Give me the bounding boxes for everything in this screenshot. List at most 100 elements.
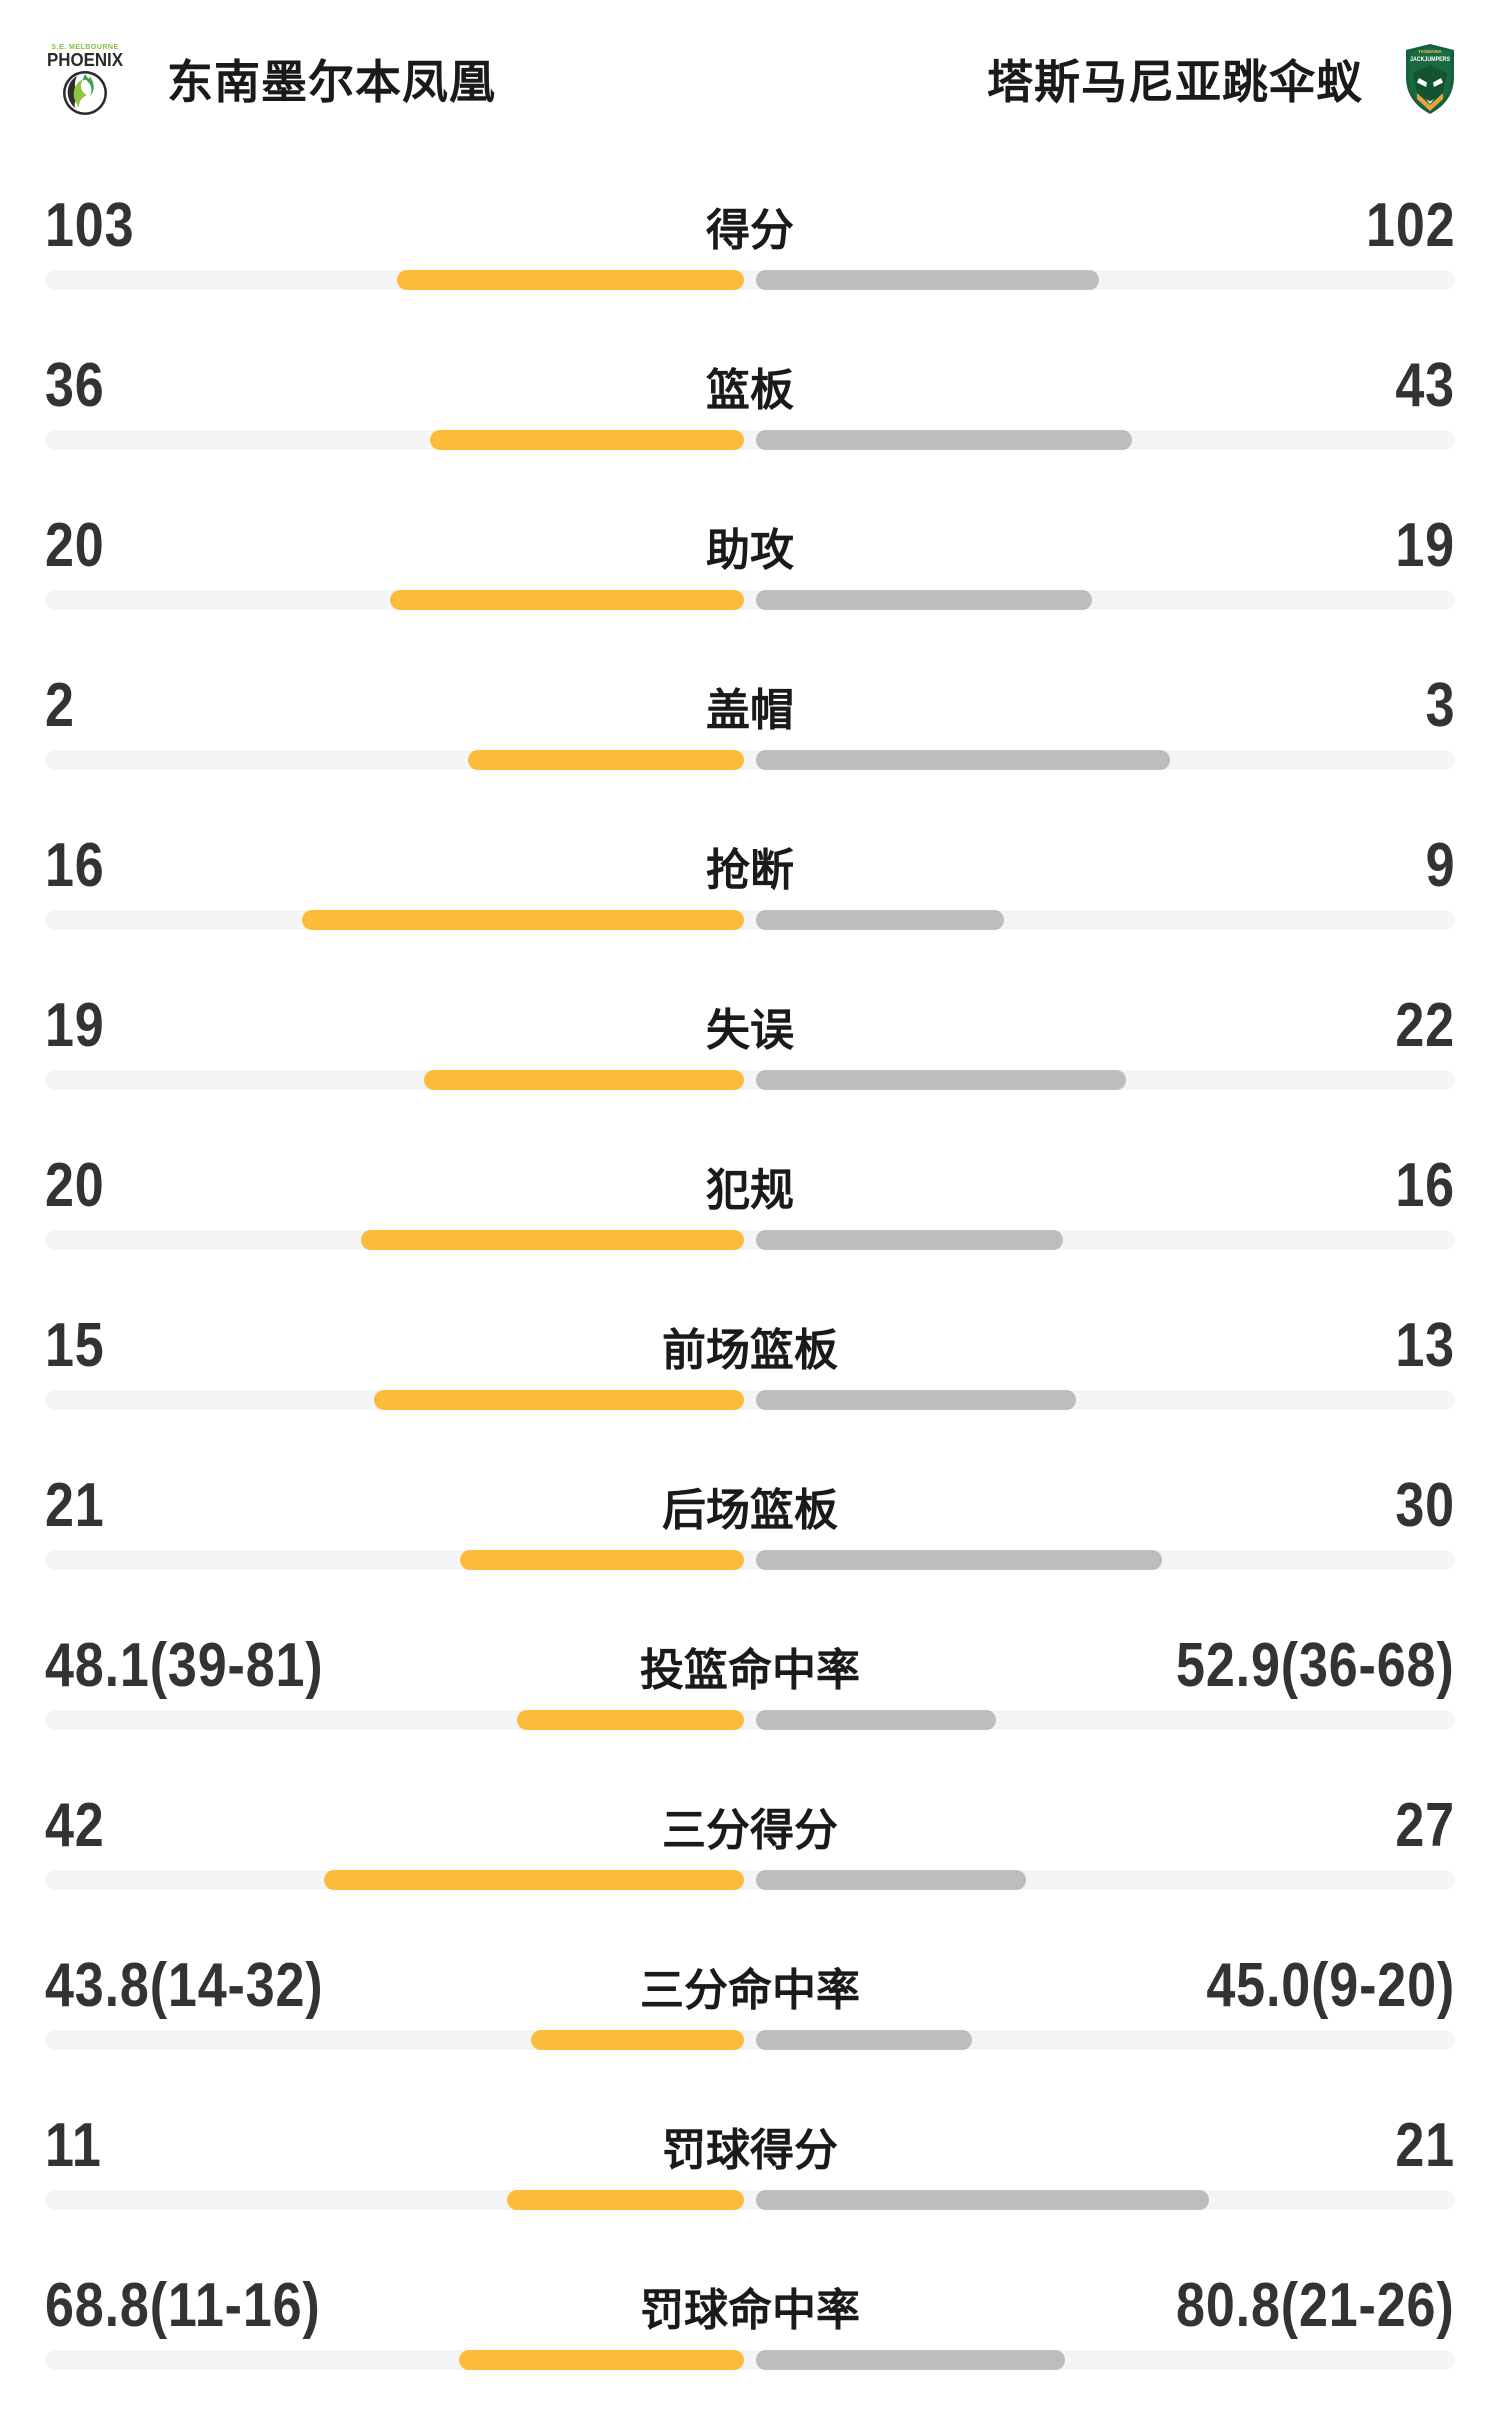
away-stat-value: 80.8(21-26) [1176, 2271, 1455, 2340]
away-stat-bar [756, 1390, 1076, 1410]
team-header: S.E. MELBOURNE PHOENIX 东南墨尔本凤凰 塔斯马尼亚跳伞蚁 … [45, 40, 1455, 118]
stat-row: 20 犯规 16 [45, 1150, 1455, 1250]
away-stat-bar [756, 750, 1171, 770]
home-stat-bar [459, 1550, 744, 1570]
home-stat-bar [429, 430, 744, 450]
match-stats-page: S.E. MELBOURNE PHOENIX 东南墨尔本凤凰 塔斯马尼亚跳伞蚁 … [45, 40, 1455, 2370]
away-stat-bar [756, 270, 1100, 290]
away-stat-value: 22 [1395, 991, 1455, 1060]
stat-label: 助攻 [706, 526, 794, 575]
home-stat-bar [531, 2030, 744, 2050]
home-stat-value: 68.8(11-16) [45, 2271, 321, 2340]
stat-values: 42 三分得分 27 [45, 1790, 1455, 1862]
stat-bar-track [45, 1550, 1455, 1570]
home-stat-value: 21 [45, 1471, 105, 1540]
stat-label: 后场篮板 [662, 1486, 838, 1535]
stat-bar-track [45, 1390, 1455, 1410]
home-stat-bar [390, 590, 744, 610]
stat-values: 2 盖帽 3 [45, 670, 1455, 742]
away-stat-value: 45.0(9-20) [1206, 1951, 1455, 2020]
away-team: 塔斯马尼亚跳伞蚁 TASMANIA JACKJUMPERS [987, 43, 1455, 115]
home-stat-value: 103 [45, 191, 135, 260]
stat-values: 15 前场篮板 13 [45, 1310, 1455, 1382]
stat-label: 犯规 [706, 1166, 794, 1215]
stat-bar-track [45, 2030, 1455, 2050]
stat-bar-track [45, 910, 1455, 930]
stat-values: 21 后场篮板 30 [45, 1470, 1455, 1542]
home-stat-value: 20 [45, 1151, 105, 1220]
away-stat-bar [756, 2190, 1210, 2210]
away-stat-value: 30 [1395, 1471, 1455, 1540]
stat-label: 罚球得分 [662, 2126, 838, 2175]
stat-values: 16 抢断 9 [45, 830, 1455, 902]
away-stat-value: 9 [1425, 831, 1455, 900]
home-stat-bar [516, 1710, 744, 1730]
svg-text:TASMANIA: TASMANIA [1418, 49, 1442, 54]
away-stat-value: 27 [1395, 1791, 1455, 1860]
away-stat-value: 102 [1365, 191, 1455, 260]
away-stat-bar [756, 1230, 1064, 1250]
home-stat-bar [468, 750, 744, 770]
home-stat-bar [301, 910, 744, 930]
away-stat-value: 3 [1425, 671, 1455, 740]
stat-bar-track [45, 270, 1455, 290]
stat-bar-track [45, 750, 1455, 770]
stat-bar-track [45, 1070, 1455, 1090]
stat-label: 抢断 [706, 846, 794, 895]
home-stat-bar [397, 270, 744, 290]
home-stat-value: 36 [45, 351, 105, 420]
stat-row: 19 失误 22 [45, 990, 1455, 1090]
home-stat-bar [361, 1230, 744, 1250]
home-stat-bar [459, 2350, 744, 2370]
svg-text:S.E. MELBOURNE: S.E. MELBOURNE [51, 44, 118, 51]
stat-label: 失误 [706, 1006, 794, 1055]
away-stat-bar [756, 430, 1133, 450]
away-stat-value: 19 [1395, 511, 1455, 580]
stat-row: 103 得分 102 [45, 190, 1455, 290]
stat-row: 15 前场篮板 13 [45, 1310, 1455, 1410]
svg-text:JACKJUMPERS: JACKJUMPERS [1410, 57, 1450, 63]
phoenix-logo-icon: S.E. MELBOURNE PHOENIX [47, 44, 123, 115]
stat-values: 48.1(39-81) 投篮命中率 52.9(36-68) [45, 1630, 1455, 1702]
away-stat-bar [756, 1710, 996, 1730]
stat-row: 43.8(14-32) 三分命中率 45.0(9-20) [45, 1950, 1455, 2050]
stat-values: 20 助攻 19 [45, 510, 1455, 582]
away-stat-bar [756, 1550, 1162, 1570]
away-stat-value: 43 [1395, 351, 1455, 420]
home-stat-value: 2 [45, 671, 75, 740]
home-stat-value: 11 [45, 2111, 102, 2180]
away-stat-bar [756, 590, 1092, 610]
stat-row: 21 后场篮板 30 [45, 1470, 1455, 1570]
home-stat-bar [424, 1070, 744, 1090]
stat-values: 43.8(14-32) 三分命中率 45.0(9-20) [45, 1950, 1455, 2022]
stat-values: 11 罚球得分 21 [45, 2110, 1455, 2182]
stat-label: 得分 [706, 206, 794, 255]
stats-list: 103 得分 102 36 篮板 43 [45, 190, 1455, 2370]
stat-bar-track [45, 2350, 1455, 2370]
home-stat-value: 15 [45, 1311, 105, 1380]
home-stat-value: 42 [45, 1791, 105, 1860]
stat-row: 36 篮板 43 [45, 350, 1455, 450]
away-stat-value: 21 [1395, 2111, 1455, 2180]
stat-label: 前场篮板 [662, 1326, 838, 1375]
stat-label: 投篮命中率 [640, 1646, 860, 1695]
stat-bar-track [45, 2190, 1455, 2210]
home-stat-bar [324, 1870, 744, 1890]
jackjumpers-logo-icon: TASMANIA JACKJUMPERS [1406, 44, 1454, 114]
stat-label: 三分得分 [662, 1806, 838, 1855]
home-stat-value: 16 [45, 831, 105, 900]
stat-bar-track [45, 430, 1455, 450]
stat-row: 68.8(11-16) 罚球命中率 80.8(21-26) [45, 2270, 1455, 2370]
away-stat-bar [756, 2350, 1066, 2370]
home-team: S.E. MELBOURNE PHOENIX 东南墨尔本凤凰 [45, 40, 496, 118]
home-stat-value: 43.8(14-32) [45, 1951, 324, 2020]
stat-row: 48.1(39-81) 投篮命中率 52.9(36-68) [45, 1630, 1455, 1730]
stat-bar-track [45, 1710, 1455, 1730]
stat-bar-track [45, 1870, 1455, 1890]
stat-values: 19 失误 22 [45, 990, 1455, 1062]
stat-bar-track [45, 1230, 1455, 1250]
stat-label: 盖帽 [706, 686, 794, 735]
home-team-name: 东南墨尔本凤凰 [167, 56, 496, 108]
stat-values: 20 犯规 16 [45, 1150, 1455, 1222]
away-stat-bar [756, 1070, 1126, 1090]
